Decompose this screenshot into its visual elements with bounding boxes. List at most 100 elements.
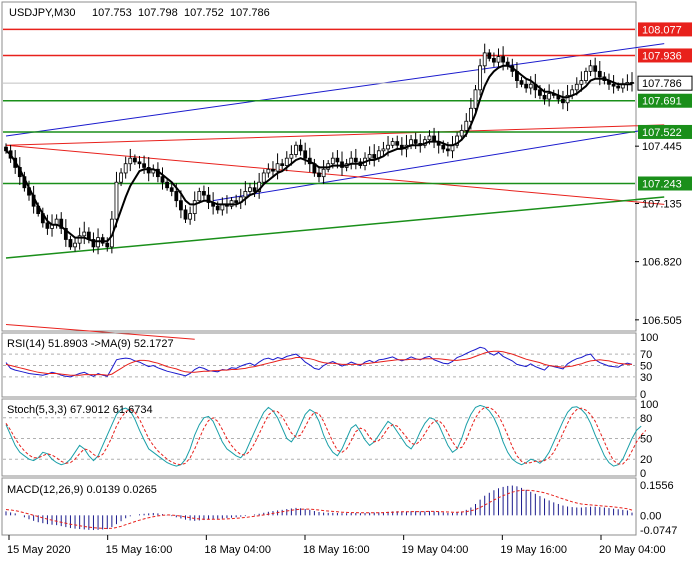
- chart-header-close: 107.786: [230, 7, 270, 19]
- candle-body: [455, 135, 459, 146]
- candle-body: [386, 144, 390, 150]
- chart-header-open: 107.753: [92, 7, 132, 19]
- candle-body: [487, 52, 492, 59]
- candle-body: [202, 191, 206, 196]
- macd-tick-label: -0.0747: [640, 525, 677, 537]
- rsi-tick-label: 50: [640, 361, 652, 373]
- candle-body: [275, 163, 280, 172]
- stoch-series-line: [5, 406, 647, 466]
- rsi-series-line: [5, 350, 632, 376]
- rsi-tick-label: 0: [640, 389, 646, 401]
- current-price-label: 107.786: [642, 78, 682, 90]
- candle-body: [597, 70, 602, 78]
- candle-body: [137, 161, 142, 165]
- rsi-tick-label: 30: [640, 372, 652, 384]
- trend-line: [5, 43, 665, 137]
- candle-body: [234, 200, 239, 203]
- price-level-box: [638, 124, 692, 139]
- stoch-series-line: [5, 404, 642, 467]
- price-level-box: [638, 48, 692, 63]
- candle-body: [321, 168, 326, 178]
- candle-body: [561, 98, 565, 104]
- candle-body: [243, 191, 248, 198]
- candle-body: [197, 191, 202, 202]
- candle-body: [183, 209, 188, 220]
- candle-body: [565, 94, 570, 104]
- candle-body: [160, 176, 165, 183]
- price-tick-label: 107.135: [642, 198, 682, 210]
- candle-body: [427, 135, 432, 141]
- candle-body: [317, 172, 321, 178]
- candle-body: [174, 191, 179, 202]
- candle-body: [179, 200, 183, 211]
- candle-body: [82, 231, 87, 237]
- time-tick-label: 20 May 04:00: [599, 544, 666, 556]
- candle-body: [473, 89, 478, 109]
- price-tick-label: 106.820: [642, 257, 682, 269]
- candle-body: [616, 85, 621, 89]
- stoch-tick-label: 80: [640, 413, 652, 425]
- candle-body: [105, 242, 110, 248]
- time-tick-label: 19 May 04:00: [402, 544, 469, 556]
- candle-body: [330, 157, 335, 165]
- candle-body: [588, 65, 593, 72]
- macd-panel-frame: [1, 477, 637, 536]
- candle-body: [303, 150, 308, 159]
- candle-body: [63, 227, 68, 240]
- time-tick-label: 15 May 2020: [7, 544, 71, 556]
- candle-body: [395, 141, 400, 146]
- candle-body: [77, 235, 82, 244]
- price-level-label: 107.243: [642, 178, 682, 190]
- price-level-label: 107.522: [642, 127, 682, 139]
- stoch-tick-label: 0: [640, 468, 646, 480]
- chart-header-symbol: USDJPY,M30: [9, 7, 75, 19]
- candle-body: [381, 148, 386, 152]
- price-level-box: [638, 176, 692, 191]
- candle-body: [266, 168, 271, 174]
- stoch-panel-frame: [1, 398, 637, 477]
- trend-line: [213, 126, 665, 202]
- price-level-box: [638, 22, 692, 37]
- candle-body: [492, 58, 496, 63]
- candle-body: [132, 157, 137, 163]
- macd-signal-line: [5, 489, 633, 530]
- stoch-tick-label: 50: [640, 434, 652, 446]
- candle-body: [298, 144, 303, 152]
- trend-line: [5, 323, 195, 340]
- candle-body: [252, 187, 257, 192]
- price-level-label: 107.936: [642, 50, 682, 62]
- candle-body: [547, 93, 552, 100]
- candle-body: [142, 163, 146, 168]
- candle-body: [169, 187, 174, 192]
- candle-body: [542, 94, 547, 100]
- trend-line: [5, 196, 665, 259]
- candle-body: [271, 168, 275, 172]
- candle-body: [165, 181, 170, 189]
- candle-body: [4, 146, 8, 152]
- stoch-panel: 100 80 50 20 0: [3, 399, 658, 480]
- time-tick-label: 19 May 16:00: [500, 544, 567, 556]
- price-tick-label: 107.445: [642, 141, 682, 153]
- macd-tick-label: 0.00: [640, 510, 661, 522]
- candle-body: [248, 187, 252, 192]
- candle-body: [335, 157, 340, 163]
- macd-tick-label: 0.1556: [640, 480, 674, 492]
- rsi-tick-label: 70: [640, 349, 652, 361]
- candle-body: [519, 80, 524, 85]
- candle-body: [353, 157, 358, 163]
- candle-body: [574, 83, 579, 91]
- candle-body: [528, 83, 533, 89]
- rsi-tick-label: 100: [640, 332, 658, 344]
- candle-body: [280, 163, 285, 166]
- candle-body: [59, 218, 64, 229]
- candle-body: [464, 120, 469, 131]
- candle-body: [478, 65, 483, 91]
- candle-body: [501, 56, 506, 63]
- candle-body: [445, 148, 450, 152]
- time-axis: 15 May 2020 15 May 16:00 18 May 04:00 18 Ma…: [7, 535, 666, 556]
- candle-body: [188, 213, 193, 220]
- time-tick-label: 18 May 16:00: [303, 544, 370, 556]
- price-level-label: 108.077: [642, 24, 682, 36]
